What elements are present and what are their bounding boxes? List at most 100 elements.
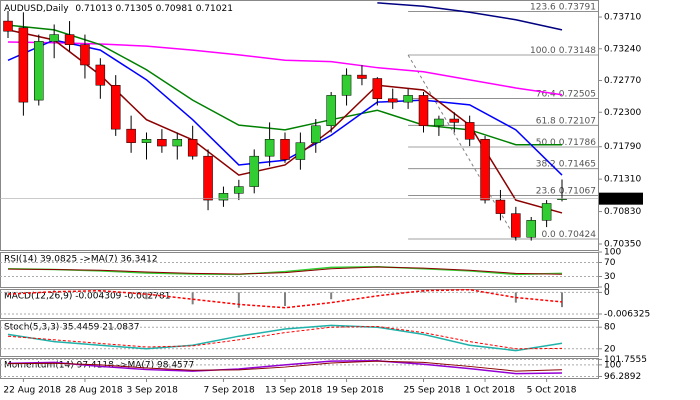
candle-body — [157, 139, 167, 147]
candle-body — [172, 139, 183, 147]
y-tick-label: 0.73240 — [604, 44, 641, 54]
indicator-line — [7, 325, 563, 350]
open: 0.71013 — [75, 4, 112, 14]
candle-body — [34, 41, 44, 101]
candle-body — [218, 193, 229, 201]
x-tick-label: 7 Sep 2018 — [203, 386, 255, 396]
candle-body — [249, 155, 259, 187]
chart-header: AUDUSD,Daily 0.71013 0.71305 0.70981 0.7… — [4, 4, 233, 14]
candle-body — [295, 142, 306, 160]
y-tick-label: 30 — [604, 272, 616, 282]
price-box — [599, 192, 643, 205]
y-tick-label: 0.70350 — [604, 239, 641, 249]
candle-body — [3, 20, 13, 32]
fib-ratio: 76.4 — [536, 89, 556, 99]
y-tick-label: 20 — [604, 344, 616, 354]
candle-body — [110, 84, 121, 130]
candle-body — [264, 139, 275, 157]
candle-body — [49, 34, 59, 42]
indicator-line — [7, 360, 563, 372]
stoch-pane — [0, 320, 599, 357]
high: 0.71305 — [116, 4, 153, 14]
candle-body — [403, 95, 413, 103]
candle-body — [234, 186, 244, 194]
momentum-pane — [0, 358, 599, 379]
candle-body — [464, 122, 475, 140]
y-tick-label: 101.7555 — [604, 355, 647, 365]
fib-price: 0.73791 — [559, 2, 596, 12]
candle-body — [280, 139, 290, 160]
y-tick-label: 0.72770 — [604, 76, 641, 86]
fib-ratio: 123.6 — [530, 2, 556, 12]
fib-price: 0.73148 — [559, 45, 596, 55]
fib-label: 23.6 0.71067 — [536, 186, 596, 196]
y-tick-label: 70 — [604, 258, 616, 268]
y-tick-label: 0.70830 — [604, 207, 641, 217]
candle-body — [418, 95, 429, 127]
pane-label: Stoch(5,3,3) 35.4459 21.0837 — [4, 323, 139, 333]
y-tick-label: 100 — [604, 248, 621, 258]
candle-body — [449, 118, 460, 123]
pane-label: MACD(12,26,9) -0.004309 -0.002781 — [4, 292, 170, 302]
x-tick-label: 28 Aug 2018 — [65, 386, 123, 396]
candle-body — [326, 95, 336, 127]
x-tick-label: 5 Oct 2018 — [527, 386, 577, 396]
macd-pane — [0, 289, 599, 319]
fib-ratio: 100.0 — [530, 45, 556, 55]
fib-label: 50.0 0.71786 — [536, 137, 597, 147]
fib-ratio: 23.6 — [536, 186, 556, 196]
indicator-line — [7, 288, 563, 309]
price-label: 0.71021 — [603, 194, 640, 204]
close: 0.71021 — [196, 4, 233, 14]
indicator-line — [7, 360, 563, 375]
fib-price: 0.72505 — [559, 89, 596, 99]
pane-label: Momentum(14) 97.4118 ->MA(7) 98.4577 — [4, 361, 194, 371]
y-tick-label: 0 — [604, 283, 610, 293]
candle-body — [357, 74, 367, 79]
x-tick-label: 13 Sep 2018 — [265, 386, 322, 396]
y-tick-label: 0 — [604, 288, 610, 298]
indicator-line — [377, 2, 563, 31]
y-tick-label: 0.71790 — [604, 142, 641, 152]
fib-ratio: 50.0 — [536, 137, 556, 147]
x-tick-label: 25 Sep 2018 — [404, 386, 461, 396]
y-tick-label: 0.72300 — [604, 108, 641, 118]
fib-ratio: 61.8 — [536, 116, 556, 126]
fib-price: 0.70424 — [559, 229, 596, 239]
y-tick-label: 100 — [604, 360, 621, 370]
candle-body — [80, 44, 90, 66]
fib-label: 123.6 0.73791 — [530, 2, 596, 12]
pane-label: RSI(14) 39.0825 ->MA(7) 36.3412 — [4, 255, 158, 265]
indicator-line — [7, 266, 563, 275]
candle-body — [387, 98, 398, 103]
candle-body — [141, 139, 152, 143]
y-tick-label: 0.73710 — [604, 13, 641, 23]
low: 0.70981 — [156, 4, 193, 14]
fib-price: 0.72107 — [559, 116, 596, 126]
candle-body — [480, 139, 490, 201]
x-tick-label: 19 Sep 2018 — [327, 386, 384, 396]
symbol: AUDUSD,Daily — [4, 4, 69, 14]
candle-body — [95, 64, 106, 86]
indicator-line — [7, 324, 563, 352]
y-tick-label: 0.71310 — [604, 175, 641, 185]
main-pane — [0, 0, 599, 251]
fib-price: 0.71067 — [559, 186, 596, 196]
x-tick-label: 1 Oct 2018 — [465, 386, 515, 396]
candle-body — [434, 118, 444, 127]
candle-body — [64, 34, 75, 45]
fib-price: 0.71465 — [559, 159, 596, 169]
fib-ratio: 0.0 — [541, 229, 556, 239]
x-tick-label: 22 Aug 2018 — [3, 386, 61, 396]
fib-price: 0.71786 — [559, 137, 596, 147]
y-tick-label: 80 — [604, 323, 616, 333]
rsi-pane — [0, 252, 599, 288]
fib-label: 61.8 0.72107 — [536, 116, 596, 126]
candle-body — [511, 213, 521, 238]
candle-body — [126, 128, 136, 143]
candle-body — [541, 203, 552, 221]
x-tick-label: 3 Sep 2018 — [127, 386, 179, 396]
candle-body — [372, 78, 383, 100]
